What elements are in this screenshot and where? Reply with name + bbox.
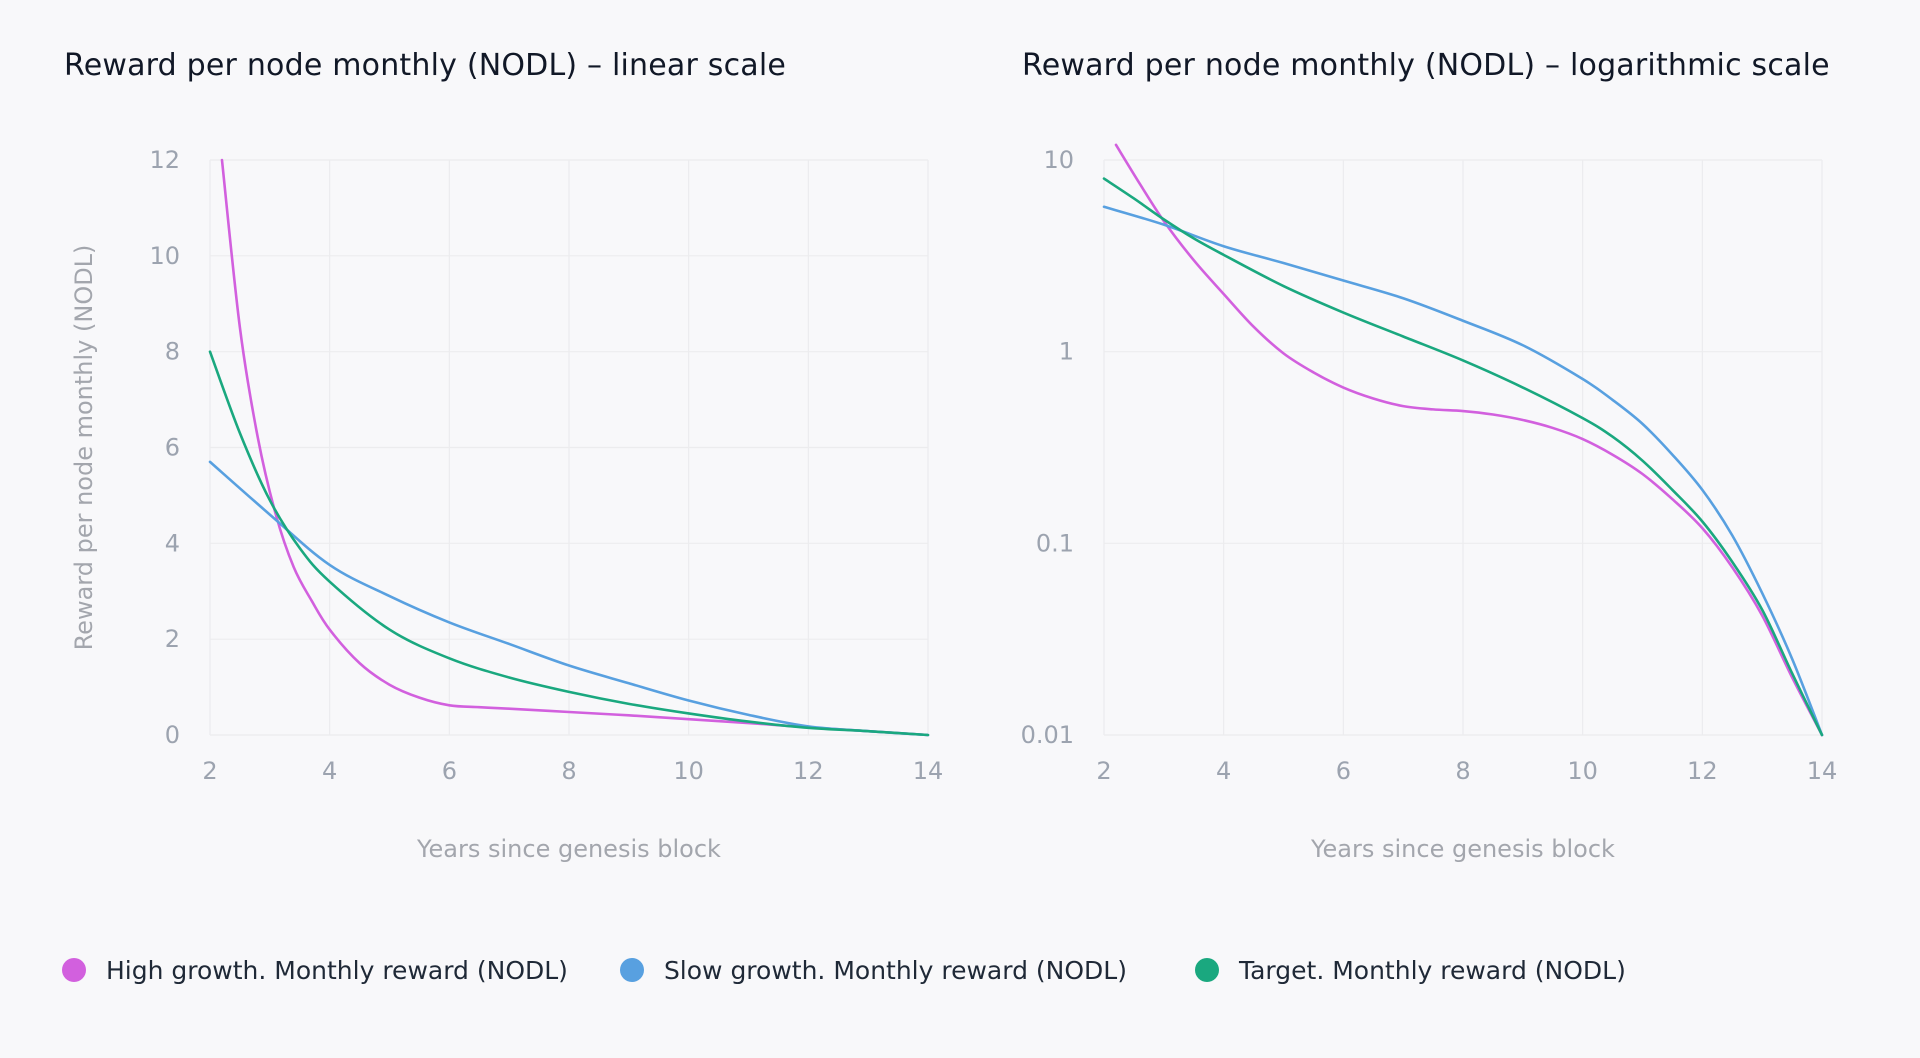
legend-item-target[interactable]: Target. Monthly reward (NODL) xyxy=(1194,955,1626,985)
log-y-tick-label-10: 10 xyxy=(1043,146,1074,174)
log-x-tick-label-4: 4 xyxy=(1216,757,1231,785)
linear-series-target-monthly-reward-nodl xyxy=(208,350,930,737)
linear-y-tick-label-6: 6 xyxy=(165,434,180,462)
log-x-tick-label-6: 6 xyxy=(1336,757,1351,785)
chart-title-log: Reward per node monthly (NODL) – logarit… xyxy=(1022,48,1830,83)
legend-dot-target xyxy=(1194,958,1219,982)
legend-label-high-growth: High growth. Monthly reward (NODL) xyxy=(106,955,568,985)
linear-y-tick-label-4: 4 xyxy=(165,529,180,557)
log-series-group xyxy=(1102,143,1824,737)
log-y-tick-label-1: 1 xyxy=(1059,338,1074,366)
linear-x-tick-label-8: 8 xyxy=(561,757,576,785)
log-x-tick-label-14: 14 xyxy=(1807,757,1838,785)
linear-y-tick-label-0: 0 xyxy=(165,721,180,749)
log-y-tick-label-0-1: 0.1 xyxy=(1036,529,1074,557)
linear-series-high-growth-monthly-reward-nodl xyxy=(220,158,930,737)
linear-grid xyxy=(209,159,929,736)
linear-y-tick-label-12: 12 xyxy=(149,146,180,174)
log-series-slow-growth-monthly-reward-nodl xyxy=(1102,205,1824,737)
legend-dot-high-growth xyxy=(62,958,86,982)
log-x-axis-title: Years since genesis block xyxy=(1310,835,1615,863)
log-series-high-growth-monthly-reward-nodl xyxy=(1114,143,1824,737)
log-x-tick-label-2: 2 xyxy=(1096,757,1111,785)
linear-x-axis-title: Years since genesis block xyxy=(416,835,721,863)
linear-x-tick-label-14: 14 xyxy=(913,757,944,785)
linear-x-tick-label-12: 12 xyxy=(793,757,824,785)
linear-x-tick-label-2: 2 xyxy=(202,757,217,785)
legend-item-slow-growth[interactable]: Slow growth. Monthly reward (NODL) xyxy=(619,955,1127,985)
log-series-target-monthly-reward-nodl xyxy=(1102,177,1824,737)
legend-label-target: Target. Monthly reward (NODL) xyxy=(1238,955,1626,985)
log-y-tick-label-0-01: 0.01 xyxy=(1021,721,1074,749)
log-grid xyxy=(1103,159,1823,736)
linear-series-slow-growth-monthly-reward-nodl xyxy=(208,460,930,737)
legend: High growth. Monthly reward (NODL) Slow … xyxy=(62,953,1626,987)
linear-x-tick-label-6: 6 xyxy=(442,757,457,785)
linear-x-tick-label-4: 4 xyxy=(322,757,337,785)
linear-series-group xyxy=(208,158,930,737)
log-x-tick-label-12: 12 xyxy=(1687,757,1718,785)
linear-y-axis-title: Reward per node monthly (NODL) xyxy=(70,245,98,651)
linear-x-tick-label-10: 10 xyxy=(673,757,704,785)
legend-dot-slow-growth xyxy=(619,958,644,982)
log-x-tick-label-10: 10 xyxy=(1567,757,1598,785)
legend-label-slow-growth: Slow growth. Monthly reward (NODL) xyxy=(663,955,1127,985)
legend-item-high-growth[interactable]: High growth. Monthly reward (NODL) xyxy=(62,956,568,985)
linear-y-tick-label-10: 10 xyxy=(149,242,180,270)
log-x-tick-label-8: 8 xyxy=(1455,757,1470,785)
chart-title-linear: Reward per node monthly (NODL) – linear … xyxy=(64,48,787,83)
linear-y-tick-label-2: 2 xyxy=(165,625,180,653)
linear-y-tick-label-8: 8 xyxy=(165,338,180,366)
